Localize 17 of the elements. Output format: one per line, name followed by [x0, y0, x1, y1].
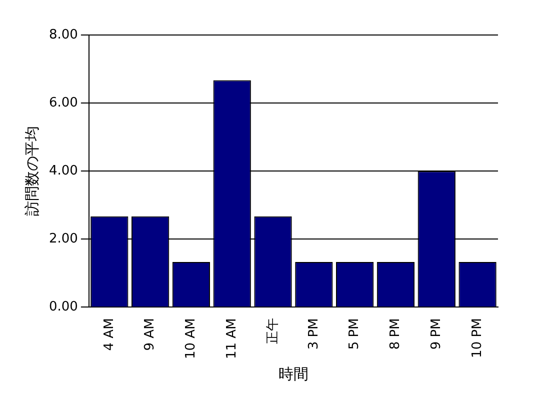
y-axis-title: 訪問数の平均: [22, 126, 41, 216]
x-tick-label: 10 PM: [470, 318, 485, 358]
x-tick-label: 5 PM: [347, 318, 362, 350]
x-tick-label: 11 AM: [224, 318, 240, 360]
y-tick-label: 6.00: [48, 95, 78, 110]
y-tick-label: 2.00: [48, 232, 78, 247]
x-tick-label: 9 PM: [429, 318, 444, 350]
y-tick-label: 0.00: [48, 300, 78, 315]
y-tick-label: 8.00: [48, 27, 78, 42]
y-tick-label: 4.00: [48, 163, 78, 178]
x-tick-label: 8 PM: [388, 318, 404, 350]
x-tick-label: 3 PM: [306, 318, 322, 350]
x-axis-title: 時間: [278, 364, 308, 383]
x-tick-label: 正午: [265, 318, 280, 344]
x-tick-label: 9 AM: [142, 318, 158, 351]
x-tick-label: 4 AM: [102, 318, 117, 351]
x-tick-label: 10 AM: [184, 318, 199, 360]
